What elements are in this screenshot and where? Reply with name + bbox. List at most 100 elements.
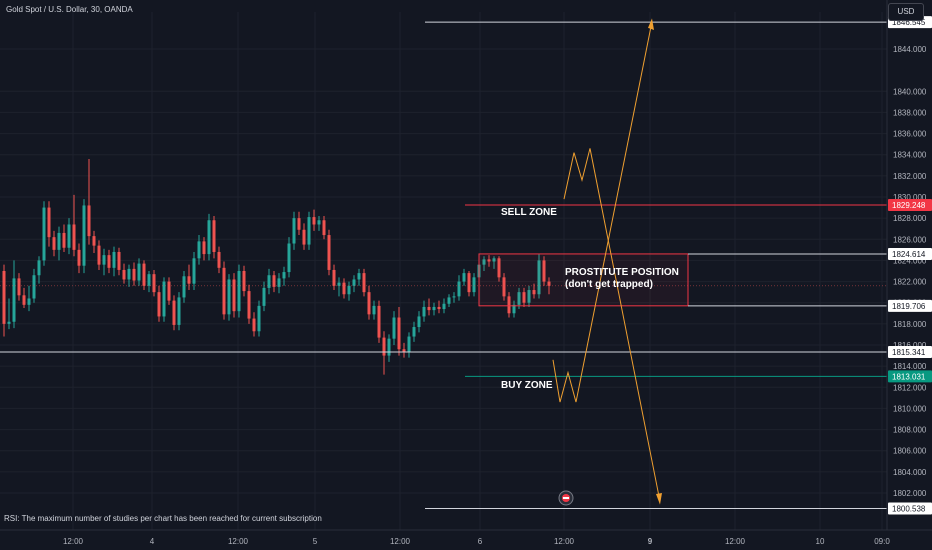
arrow-head-up-icon [648,18,654,30]
candle-body [342,282,346,295]
candle-body [497,258,501,278]
study-limit-notice: RSI: The maximum number of studies per c… [4,514,322,523]
candle-body [382,337,386,356]
price-tick-label: 1802.000 [893,489,927,498]
candle-body [412,327,416,337]
currency-button[interactable]: USD [888,3,924,21]
candle-body [47,207,51,238]
candle-body [372,305,376,315]
candle-body [267,275,271,288]
position-sublabel: (don't get trapped) [565,279,653,290]
candle-body [392,317,396,339]
zones [0,21,887,509]
time-tick-label: 4 [150,537,155,546]
price-tag-bg [888,198,932,211]
candle-body [17,278,21,296]
candle-body [52,237,56,250]
time-tick-label: 12:00 [228,537,249,546]
candle-body [92,236,96,246]
price-tick-label: 1838.000 [893,108,927,117]
candle-body [167,281,171,301]
candle-body [377,305,381,338]
price-tick-label: 1814.000 [893,362,927,371]
candle-body [182,276,186,298]
candle-body [277,278,281,287]
price-tick-label: 1830.000 [893,193,927,202]
candle-body [72,224,76,250]
candle-body [537,260,541,295]
candle-body [422,306,426,317]
time-tick-label: 6 [478,537,483,546]
price-tick-label: 1834.000 [893,151,927,160]
time-tick-label: 9 [648,537,653,546]
price-tag-bg [888,247,932,260]
candle-body [152,274,156,293]
alert-marker-icon[interactable] [558,490,574,506]
candle-body [452,296,456,298]
price-tick-label: 1844.000 [893,45,927,54]
price-tick-label: 1828.000 [893,214,927,223]
candle-body [527,290,531,303]
price-tick-label: 1836.000 [893,130,927,139]
candle-body [312,217,316,225]
candle-body [177,297,181,325]
candle-body [157,292,161,317]
candle-body [437,306,441,310]
candle-body [287,243,291,273]
time-tick-label: 12:00 [63,537,84,546]
price-axis[interactable]: 1802.000 1804.000 1806.000 1808.000 1810.000… [893,45,927,498]
time-tick-label: 12:00 [554,537,575,546]
time-tick-label: 09:0 [874,537,890,546]
candle-body [122,269,126,280]
price-tick-label: 1824.000 [893,256,927,265]
buy-zone-label: BUY ZONE [501,380,553,391]
candle-body [97,245,101,265]
price-tick-label: 1840.000 [893,87,927,96]
time-axis[interactable]: 12:00 4 12:00 5 12:00 6 12:00 9 12:00 10 09:0 [63,537,890,546]
candle-body [87,205,91,237]
candle-body [82,205,86,266]
candle-body [142,263,146,286]
candle-body [147,274,151,286]
candle-body [192,258,196,284]
candle-body [292,218,296,244]
price-tag-bg [888,370,932,383]
candle-body [237,271,241,312]
annotations: SELL ZONE BUY ZONE PROSTITUTE POSITION(don… [501,18,679,505]
candle-body [447,297,451,304]
candle-body [107,255,111,268]
candle-body [512,304,516,314]
candle-body [27,298,31,305]
candle-body [457,281,461,297]
candle-body [322,220,326,236]
candle-body [462,273,466,282]
arrow-head-down-icon [656,493,662,505]
candle-body [427,306,431,311]
price-tick-label: 1810.000 [893,404,927,413]
buy-projection-path [552,21,653,403]
candle-body [262,287,266,306]
candle-body [282,272,286,279]
price-tags: 1846.545 1829.248 1824.614 1819.706 1815.341… [888,16,932,515]
price-tag-label: 1819.706 [892,302,926,311]
candle-body [502,277,506,297]
candle-body [492,258,496,262]
price-tick-label: 1816.000 [893,341,927,350]
candle-body [357,273,361,280]
price-tick-label: 1826.000 [893,235,927,244]
candle-body [472,277,476,293]
candle-body [367,292,371,315]
candle-body [12,278,16,322]
time-tick-label: 12:00 [725,537,746,546]
candle-body [227,279,231,315]
time-tick-label: 10 [816,537,825,546]
candle-body [507,296,511,314]
time-tick-label: 12:00 [390,537,411,546]
candle-body [352,279,356,286]
price-tick-label: 1812.000 [893,383,927,392]
candle-body [132,268,136,281]
candle-body [522,292,526,303]
candle-body [482,259,486,265]
candle-body [327,235,331,270]
